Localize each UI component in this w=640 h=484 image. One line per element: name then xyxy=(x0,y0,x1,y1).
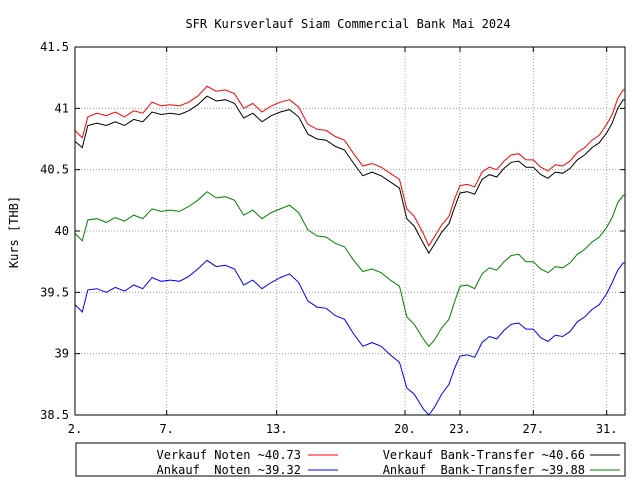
legend-label: Ankauf Bank-Transfer ~39.88 xyxy=(383,463,585,477)
y-tick-label: 38.5 xyxy=(40,408,69,422)
x-tick-label: 31. xyxy=(596,422,618,436)
x-tick-label: 13. xyxy=(266,422,288,436)
series-line-0 xyxy=(74,85,625,247)
series-line-3 xyxy=(74,259,625,416)
y-axis-label: Kurs [THB] xyxy=(7,196,21,268)
legend: Verkauf Noten ~40.73 Verkauf Bank-Transfe… xyxy=(75,442,626,477)
x-tick-label: 23. xyxy=(449,422,471,436)
series-line-2 xyxy=(74,191,625,348)
chart-title: SFR Kursverlauf Siam Commercial Bank Mai… xyxy=(185,17,510,31)
x-tick-label: 7. xyxy=(159,422,173,436)
grid xyxy=(75,47,625,415)
y-tick-label: 40 xyxy=(55,224,69,238)
x-tick-label: 20. xyxy=(394,422,416,436)
plot-frame xyxy=(74,46,626,416)
y-tick-label: 39.5 xyxy=(40,285,69,299)
x-tick-label: 2. xyxy=(68,422,82,436)
legend-label: Ankauf Noten ~39.32 xyxy=(157,463,302,477)
legend-label: Verkauf Noten ~40.73 xyxy=(157,448,302,462)
y-tick-label: 41 xyxy=(55,101,69,115)
y-tick-label: 39 xyxy=(55,347,69,361)
x-tick-label: 27. xyxy=(522,422,544,436)
axis-ticks: 38.5 39 39.5 40 40.5 41 41.5 2. 7. 13. 20. 23. 27. 31… xyxy=(40,40,625,436)
y-tick-label: 40.5 xyxy=(40,163,69,177)
series-lines xyxy=(74,85,625,416)
legend-box xyxy=(75,442,626,477)
legend-label: Verkauf Bank-Transfer ~40.66 xyxy=(383,448,585,462)
y-tick-label: 41.5 xyxy=(40,40,69,54)
series-line-1 xyxy=(74,95,625,255)
